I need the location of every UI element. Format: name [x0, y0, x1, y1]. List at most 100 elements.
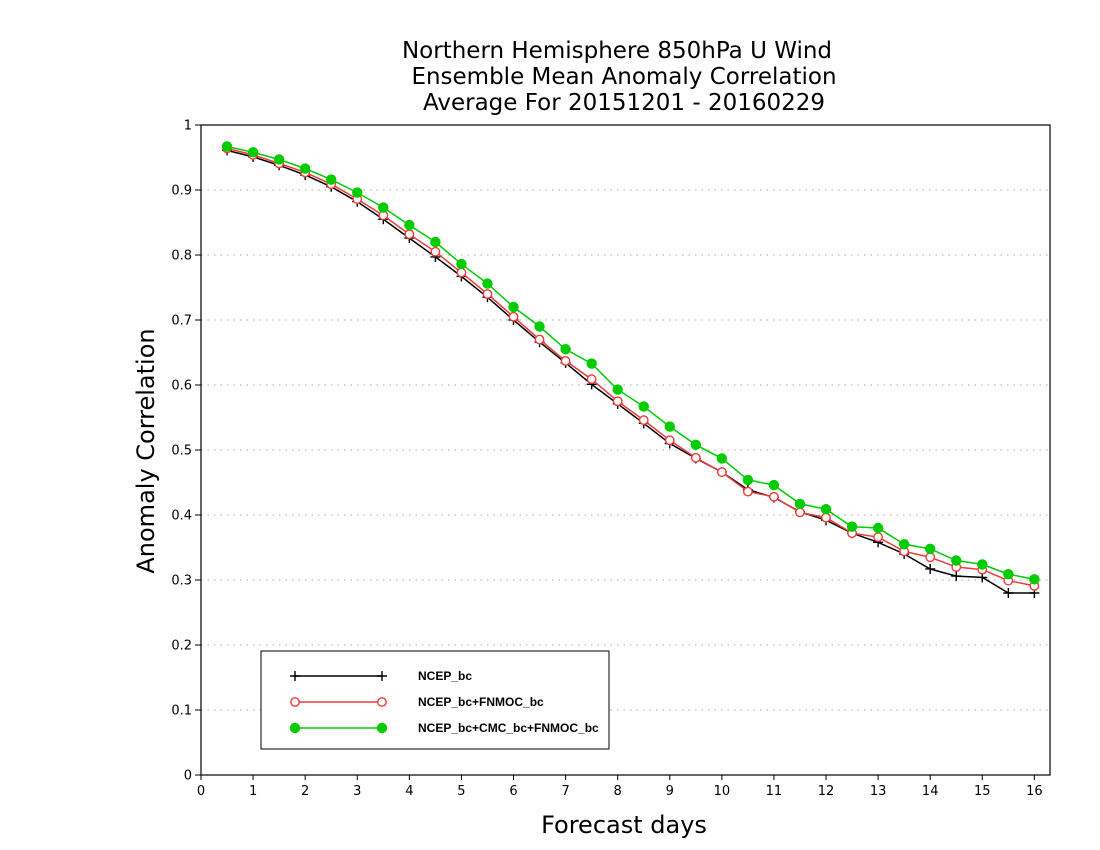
x-tick-label: 12 [818, 784, 835, 799]
series-3-point [352, 187, 363, 198]
series-3-point [768, 479, 780, 491]
legend-item: NCEP_bc+FNMOC_bc [290, 695, 544, 709]
series-2-point [456, 267, 467, 278]
series-3-point [951, 555, 962, 566]
x-tick-label: 11 [766, 784, 783, 799]
y-tick-label: 0.2 [171, 639, 192, 654]
series-3-point [1029, 574, 1040, 585]
series-3-point [326, 174, 337, 185]
series-3-point [742, 474, 754, 486]
series-3-point [378, 202, 389, 213]
series-2-point [925, 552, 936, 563]
series-2-point [743, 486, 753, 497]
series-3-point [273, 154, 285, 165]
series-3-point [612, 384, 623, 395]
series-3-point [664, 421, 675, 432]
series-3-point [716, 453, 728, 464]
x-tick-label: 7 [561, 784, 569, 799]
series-3-line [226, 145, 1035, 581]
y-tick-label: 0.8 [171, 249, 192, 264]
x-tick-label: 9 [666, 784, 674, 799]
series-3 [221, 141, 1040, 585]
legend-box [260, 650, 610, 750]
series-3-point [690, 439, 702, 451]
series-2-point [873, 532, 884, 542]
series-2 [222, 143, 1040, 591]
title-line-1: Northern Hemisphere 850hPa U Wind [402, 38, 832, 64]
legend-item: NCEP_bc+CMC_bc+FNMOC_bc [289, 721, 599, 735]
series-3-point [430, 236, 441, 248]
series-2-point [795, 507, 805, 518]
series-3-point [638, 401, 649, 412]
series-2-point [821, 512, 831, 523]
x-tick-label: 15 [974, 784, 991, 799]
x-tick-label: 8 [614, 784, 622, 799]
x-tick-label: 6 [509, 784, 517, 799]
legend-swatch-point [377, 671, 387, 681]
grid [201, 189, 1050, 711]
series-3-point [482, 278, 493, 289]
series-3-point [846, 521, 858, 532]
series-3-point [872, 522, 884, 534]
legend-item: NCEP_bc [290, 669, 472, 683]
x-tick-label: 14 [922, 784, 939, 799]
x-tick-label: 1 [249, 784, 257, 799]
series-3-point [456, 258, 467, 270]
y-tick-label: 0.6 [171, 379, 192, 394]
series-3-point [977, 559, 988, 570]
series-2-point [586, 374, 597, 385]
y-tick-label: 0.1 [171, 704, 192, 719]
x-tick-label: 16 [1026, 784, 1043, 799]
series-3-point [925, 543, 936, 555]
series-2-point [430, 246, 441, 257]
series-1-point [951, 571, 962, 582]
series-3-point [898, 539, 910, 550]
legend-swatch-point [290, 697, 300, 707]
series-3-point [534, 321, 545, 332]
y-axis-title: Anomaly Correlation [132, 328, 160, 573]
x-tick-label: 10 [714, 784, 731, 799]
x-tick-label: 0 [197, 784, 205, 799]
series-2-point [612, 396, 623, 407]
y-tick-label: 0.9 [171, 184, 192, 199]
series-1-line [226, 149, 1035, 594]
series-3-point [586, 358, 597, 369]
legend-swatch-point [289, 722, 301, 734]
y-tick-label: 0 [184, 769, 192, 784]
series-3-point [299, 163, 311, 174]
series-2-point [664, 435, 675, 446]
series-3-point [1003, 568, 1014, 580]
series-1-point [1003, 588, 1014, 598]
series-2-point [769, 491, 779, 502]
series-2-point [482, 289, 493, 299]
series-2-point [690, 452, 701, 463]
y-tick-label: 1 [184, 119, 192, 134]
y-axis: 0 0.1 0.2 0.3 0.4 0.5 0.6 0.7 0.8 0.9 1 [171, 119, 201, 784]
series-2-point [560, 356, 571, 366]
series-2-point [508, 311, 519, 322]
series-3-point [221, 141, 233, 152]
series-2-point [404, 229, 415, 240]
x-tick-label: 13 [870, 784, 887, 799]
legend-label: NCEP_bc+FNMOC_bc [418, 695, 544, 709]
series-2-line [226, 147, 1035, 587]
series-2-point [638, 415, 649, 425]
series-1-point [925, 563, 936, 574]
legend-label: NCEP_bc [418, 669, 472, 683]
title-line-3: Average For 20151201 - 20160229 [423, 90, 825, 116]
x-tick-label: 4 [405, 784, 413, 799]
series-3-point [820, 503, 832, 515]
legend-swatch-point [290, 671, 300, 681]
chart-title: Northern Hemisphere 850hPa U Wind Ensemb… [402, 38, 837, 116]
y-tick-label: 0.3 [171, 574, 192, 589]
series-3-point [560, 344, 571, 355]
series-3-point [247, 147, 259, 158]
legend: NCEP_bc NCEP_bc+FNMOC_bc NCEP_bc+CMC_bc+FN… [260, 650, 610, 750]
y-tick-label: 0.4 [171, 509, 192, 524]
x-tick-label: 3 [353, 784, 361, 799]
y-tick-label: 0.7 [171, 314, 192, 329]
series-2-point [716, 467, 727, 477]
series-layer [221, 141, 1040, 598]
series-3-point [404, 219, 415, 231]
